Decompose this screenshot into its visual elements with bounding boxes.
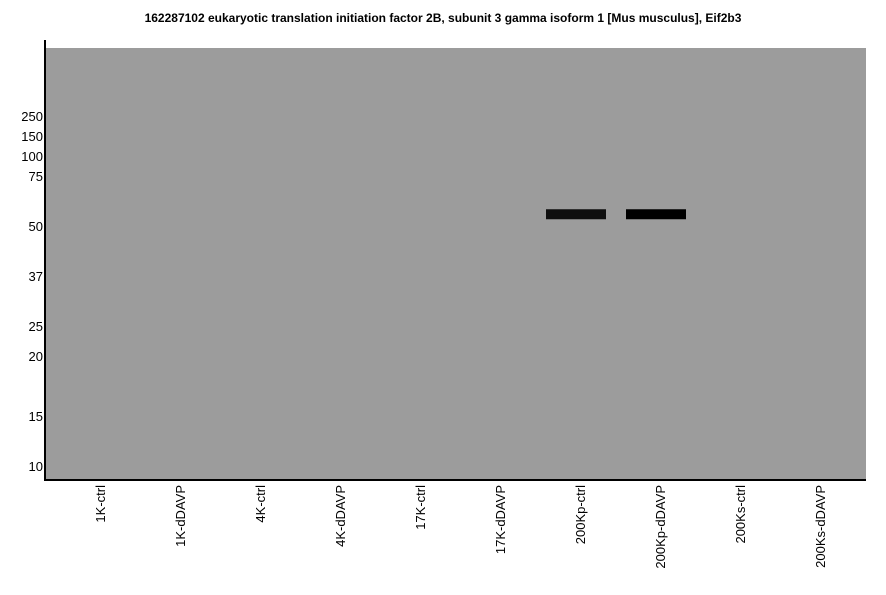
lane-label: 200Ks-ctrl (733, 485, 748, 544)
y-tick-label: 10 (29, 459, 43, 474)
y-tick-label: 37 (29, 269, 43, 284)
y-tick-label: 20 (29, 349, 43, 364)
y-tick-label: 75 (29, 169, 43, 184)
lane-label: 200Kp-dDAVP (653, 485, 668, 569)
y-tick-label: 25 (29, 319, 43, 334)
lane-label: 4K-dDAVP (333, 485, 348, 547)
band-200Kp-dDAVP (626, 209, 686, 220)
lane-label: 200Ks-dDAVP (813, 485, 828, 568)
y-tick-label: 250 (21, 109, 43, 124)
y-tick-label: 50 (29, 219, 43, 234)
lane-label: 17K-ctrl (413, 485, 428, 530)
chart-title: 162287102 eukaryotic translation initiat… (144, 11, 742, 25)
y-tick-label: 100 (21, 149, 43, 164)
lane-label: 1K-dDAVP (173, 485, 188, 547)
lane-label: 4K-ctrl (253, 485, 268, 523)
y-tick-label: 150 (21, 129, 43, 144)
lane-label: 1K-ctrl (93, 485, 108, 523)
band-200Kp-ctrl (546, 209, 606, 220)
lane-label: 17K-dDAVP (493, 485, 508, 554)
y-tick-label: 15 (29, 409, 43, 424)
blot-background (46, 48, 866, 480)
lane-label: 200Kp-ctrl (573, 485, 588, 544)
